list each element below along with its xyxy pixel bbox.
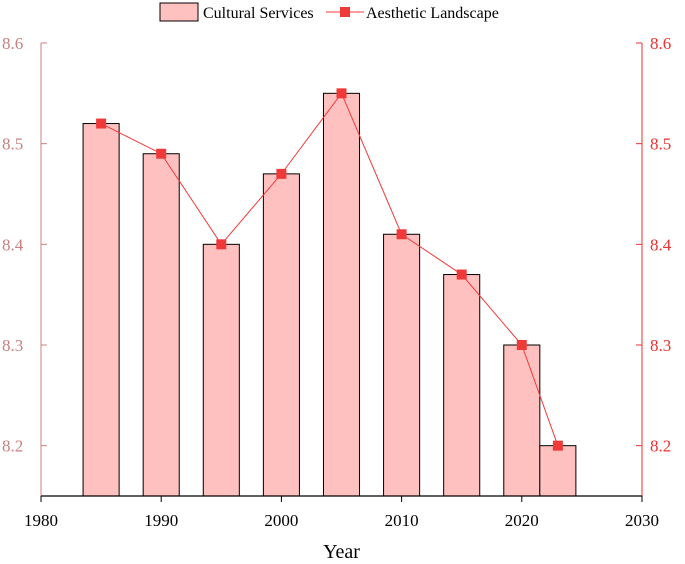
y-tick-label-left: 8.5 [2,135,23,154]
y-tick-label-left: 8.2 [2,437,23,456]
bar-2010 [383,233,421,497]
axes-layer: 8.2 8.2 8.3 8.3 8.4 8.4 8.5 8.5 8.6 8.6 1980 1990 20… [2,34,672,530]
x-tick-label: 1980 [24,511,58,530]
marker-2020 [516,340,527,350]
bar-1990 [142,153,180,497]
y-tick-label-right: 8.5 [650,135,671,154]
y-tick-label-right: 8.3 [650,336,671,355]
legend-swatch-marker-aesthetic-landscape [340,7,350,17]
y-tick-label-left: 8.6 [2,34,23,53]
bar-2015 [443,274,481,497]
x-tick-label: 2000 [264,511,298,530]
bars-layer [82,92,577,497]
legend-swatch-cultural-services [159,2,199,22]
y-tick-label-right: 8.6 [650,34,671,53]
legend-label-aesthetic-landscape: Aesthetic Landscape [366,5,499,22]
legend: Cultural Services Aesthetic Landscape [159,2,499,22]
marker-2005 [336,88,347,99]
y-tick-label-left: 8.4 [2,235,24,254]
bar-2023 [539,445,577,497]
y-tick-label-right: 8.2 [650,437,671,456]
marker-2023 [552,440,563,451]
bar-1985 [82,123,120,497]
x-tick-label: 2030 [625,511,659,530]
marker-1985 [96,118,107,129]
marker-2010 [396,229,407,240]
bar-2020 [503,344,541,497]
x-tick-label: 1990 [144,511,178,530]
y-tick-label-right: 8.4 [650,235,672,254]
x-axis-title: Year [323,541,360,563]
marker-2015 [456,269,467,280]
marker-1995 [216,239,227,250]
x-tick-label: 2020 [505,511,539,530]
marker-2000 [276,168,287,179]
bar-2000 [262,173,300,497]
bar-2005 [322,92,361,497]
y-tick-label-left: 8.3 [2,336,23,355]
marker-1990 [156,148,167,159]
bar-1995 [202,243,240,497]
legend-label-cultural-services: Cultural Services [203,5,314,22]
x-tick-label: 2010 [385,511,419,530]
line-layer [96,88,563,451]
